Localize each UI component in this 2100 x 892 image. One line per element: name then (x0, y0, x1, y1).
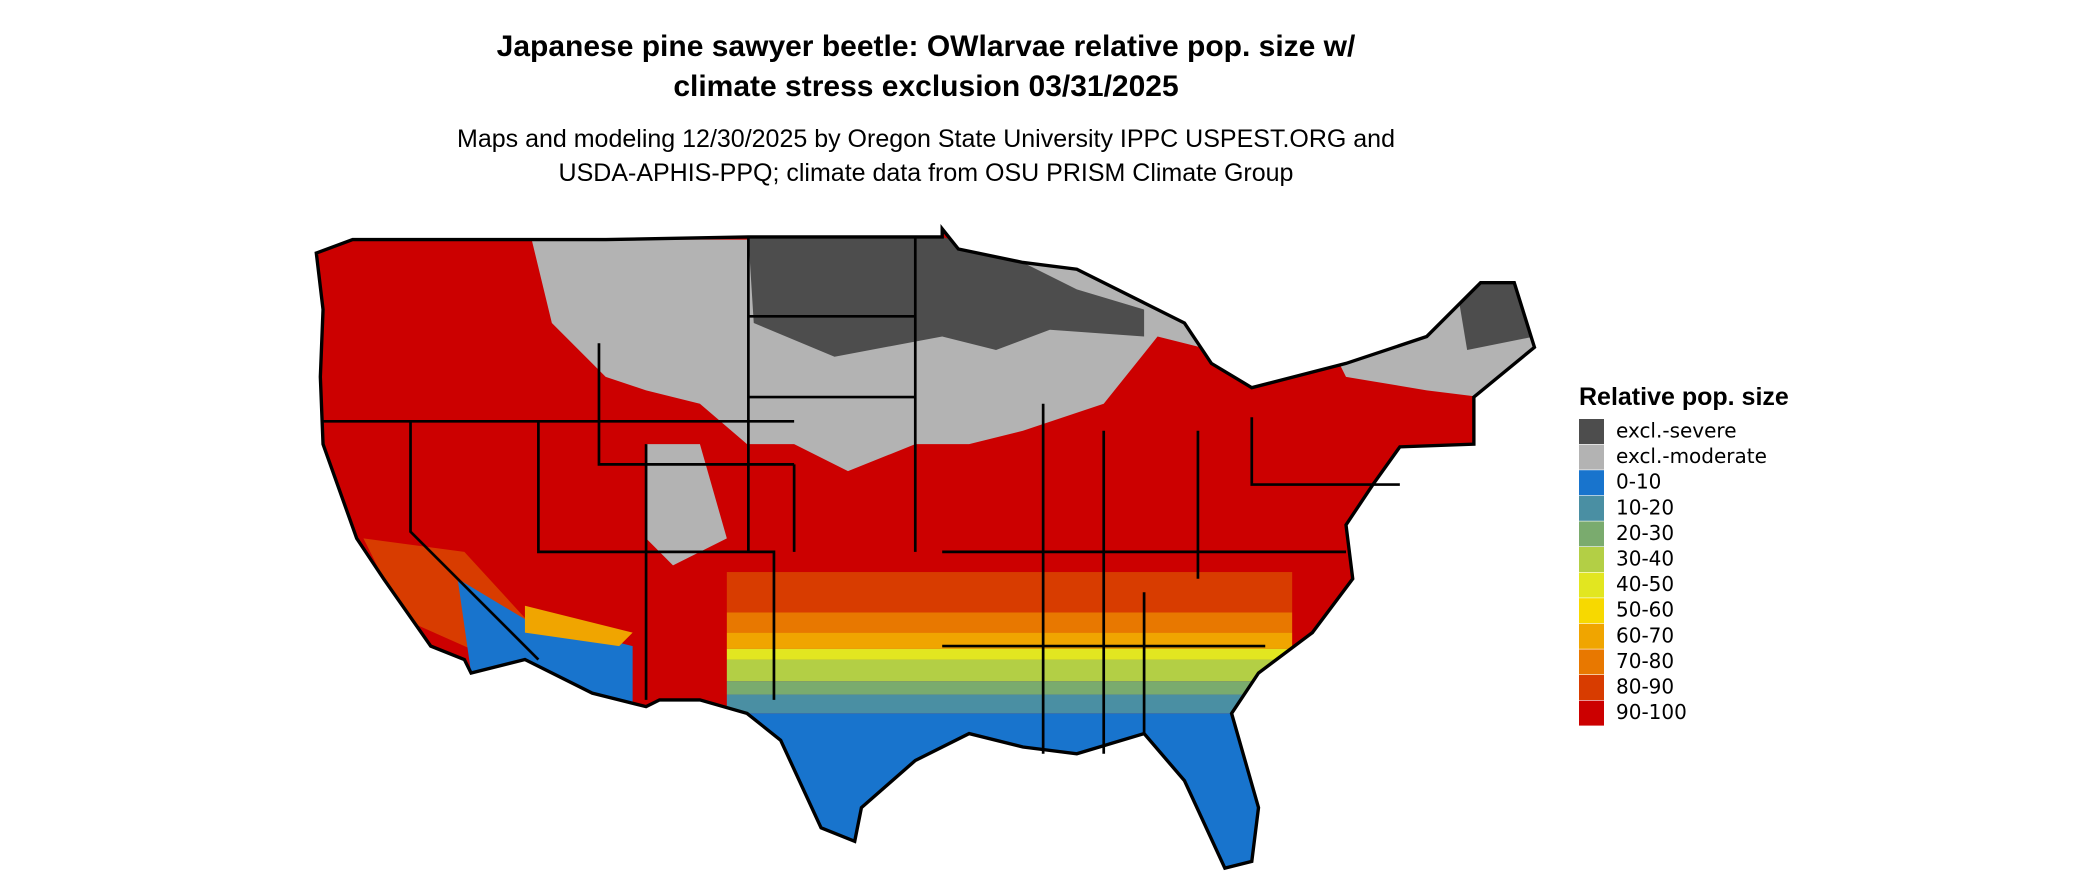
legend-label: 20-30 (1616, 521, 1674, 545)
legend-label: 90-100 (1616, 700, 1687, 724)
legend: excl.-severeexcl.-moderate0-1010-2020-30… (1579, 419, 1767, 726)
legend-label: excl.-moderate (1616, 444, 1767, 468)
legend-label: 60-70 (1616, 623, 1674, 647)
legend-label: excl.-severe (1616, 419, 1737, 443)
legend-label: 0-10 (1616, 470, 1661, 494)
legend-title: Relative pop. size (1579, 383, 1789, 411)
subtitle-line: Maps and modeling 12/30/2025 by Oregon S… (457, 125, 1395, 153)
legend-swatch (1579, 521, 1604, 547)
legend-label: 30-40 (1616, 547, 1674, 571)
legend-swatch (1579, 623, 1604, 649)
legend-swatch (1579, 598, 1604, 624)
legend-swatch (1579, 444, 1604, 470)
legend-swatch (1579, 675, 1604, 700)
legend-label: 40-50 (1616, 572, 1674, 596)
legend-label: 70-80 (1616, 649, 1674, 673)
map (314, 224, 1537, 871)
legend-label: 10-20 (1616, 495, 1674, 519)
legend-label: 80-90 (1616, 675, 1674, 699)
legend-swatch (1579, 470, 1604, 496)
legend-swatch (1579, 495, 1604, 521)
title-line: climate stress exclusion 03/31/2025 (673, 70, 1178, 103)
title-line: Japanese pine sawyer beetle: OWlarvae re… (497, 30, 1356, 63)
legend-swatch (1579, 700, 1604, 726)
legend-swatch (1579, 649, 1604, 675)
legend-swatch (1579, 419, 1604, 444)
subtitle-line: USDA-APHIS-PPQ; climate data from OSU PR… (559, 159, 1294, 187)
legend-swatch (1579, 572, 1604, 598)
legend-swatch (1579, 547, 1604, 572)
legend-label: 50-60 (1616, 598, 1674, 622)
